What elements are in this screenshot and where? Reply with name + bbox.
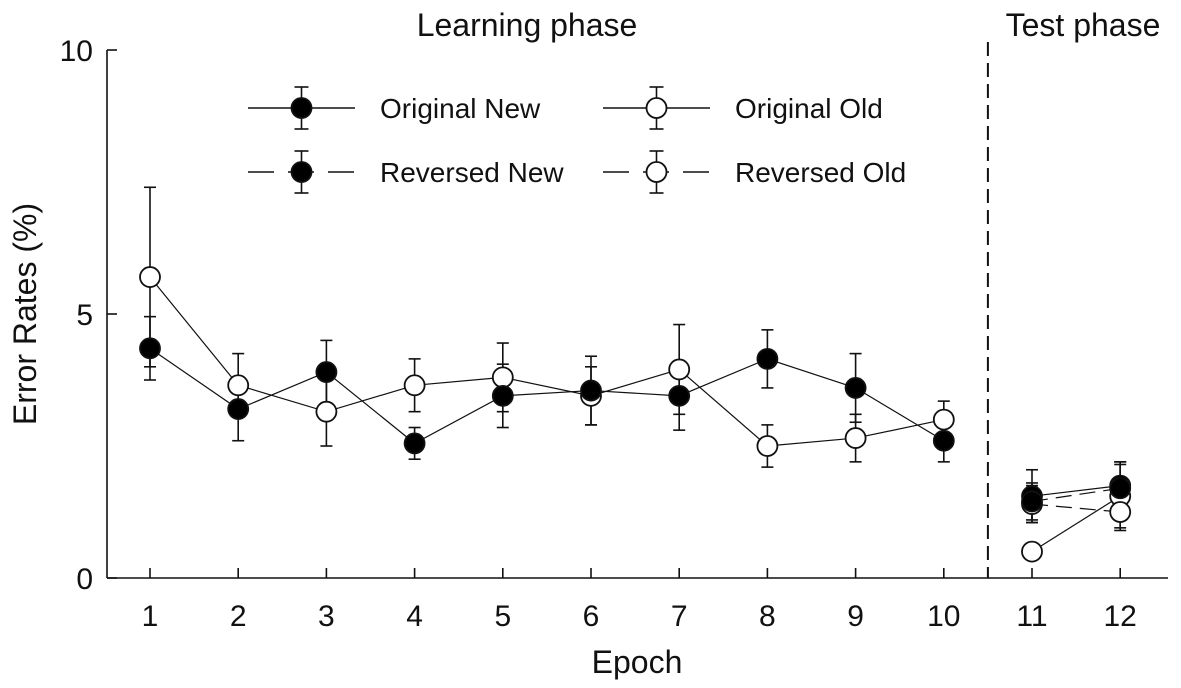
x-tick-label: 9 bbox=[847, 600, 864, 633]
series-lines bbox=[144, 186, 1127, 559]
series-line-reversed-new bbox=[1031, 487, 1121, 503]
series-line-reversed-old bbox=[1031, 503, 1121, 513]
data-point-original-old bbox=[844, 427, 867, 449]
data-point-original-new bbox=[932, 429, 955, 452]
y-ticks: 0 5 10 bbox=[60, 35, 117, 596]
data-point-original-old bbox=[139, 266, 161, 288]
x-tick-label: 11 bbox=[1016, 600, 1047, 633]
legend-label-reversed-new: Reversed New bbox=[380, 157, 564, 188]
y-axis-label: Error Rates (%) bbox=[7, 203, 43, 425]
data-point-original-old bbox=[491, 366, 514, 389]
data-point-original-new bbox=[227, 398, 250, 420]
x-tick-label: 10 bbox=[927, 600, 960, 633]
legend: Original New Original Old Reversed New Reve… bbox=[248, 86, 906, 194]
phase-label-test: Test phase bbox=[1006, 7, 1161, 43]
x-ticks: 1 2 3 4 5 6 7 8 9 10 11 12 bbox=[142, 568, 1137, 633]
data-point-original-new bbox=[403, 432, 426, 455]
data-point-original-old bbox=[315, 400, 338, 423]
data-point-original-new bbox=[668, 384, 691, 407]
data-point-original-new bbox=[844, 377, 867, 399]
phase-label-learning: Learning phase bbox=[417, 7, 638, 43]
series-line-original-new bbox=[1031, 485, 1121, 497]
x-tick-label: 12 bbox=[1104, 600, 1137, 633]
x-tick-label: 8 bbox=[759, 600, 776, 633]
x-axis-label: Epoch bbox=[592, 644, 683, 680]
data-point-reversed-new bbox=[1021, 490, 1043, 513]
series-markers bbox=[139, 266, 1132, 563]
y-tick-label: 0 bbox=[76, 563, 93, 596]
legend-marker-reversed-old bbox=[645, 161, 668, 183]
axes bbox=[106, 50, 1168, 579]
data-point-original-old bbox=[756, 435, 779, 457]
data-point-original-old bbox=[668, 358, 691, 381]
series-line-original-new bbox=[149, 347, 945, 445]
series-line-original-old bbox=[1031, 495, 1121, 553]
legend-label-original-old: Original Old bbox=[735, 93, 883, 124]
data-point-reversed-new bbox=[1109, 477, 1132, 500]
data-point-original-old bbox=[1021, 540, 1043, 563]
legend-marker-original-new bbox=[290, 97, 313, 119]
data-point-original-new bbox=[491, 384, 514, 407]
data-point-original-new bbox=[580, 379, 602, 402]
data-point-original-old bbox=[932, 408, 955, 431]
x-tick-label: 6 bbox=[583, 600, 600, 633]
legend-label-original-new: Original New bbox=[380, 93, 541, 124]
y-tick-label: 5 bbox=[76, 299, 93, 332]
data-point-original-old bbox=[403, 374, 426, 397]
series-line-original-old bbox=[149, 276, 944, 447]
data-point-original-old bbox=[227, 374, 250, 397]
data-point-original-new bbox=[315, 361, 338, 383]
x-tick-label: 7 bbox=[671, 600, 688, 633]
x-tick-label: 5 bbox=[494, 600, 511, 633]
legend-marker-original-old bbox=[645, 97, 668, 119]
y-tick-label: 10 bbox=[60, 35, 93, 68]
x-tick-label: 2 bbox=[230, 600, 247, 633]
legend-label-reversed-old: Reversed Old bbox=[735, 157, 906, 188]
data-point-original-new bbox=[756, 347, 779, 370]
x-tick-label: 1 bbox=[142, 600, 159, 633]
data-point-original-new bbox=[139, 337, 161, 360]
legend-marker-reversed-new bbox=[290, 161, 313, 183]
data-point-reversed-old bbox=[1109, 501, 1132, 523]
x-tick-label: 4 bbox=[406, 600, 423, 633]
x-tick-label: 3 bbox=[318, 600, 335, 633]
